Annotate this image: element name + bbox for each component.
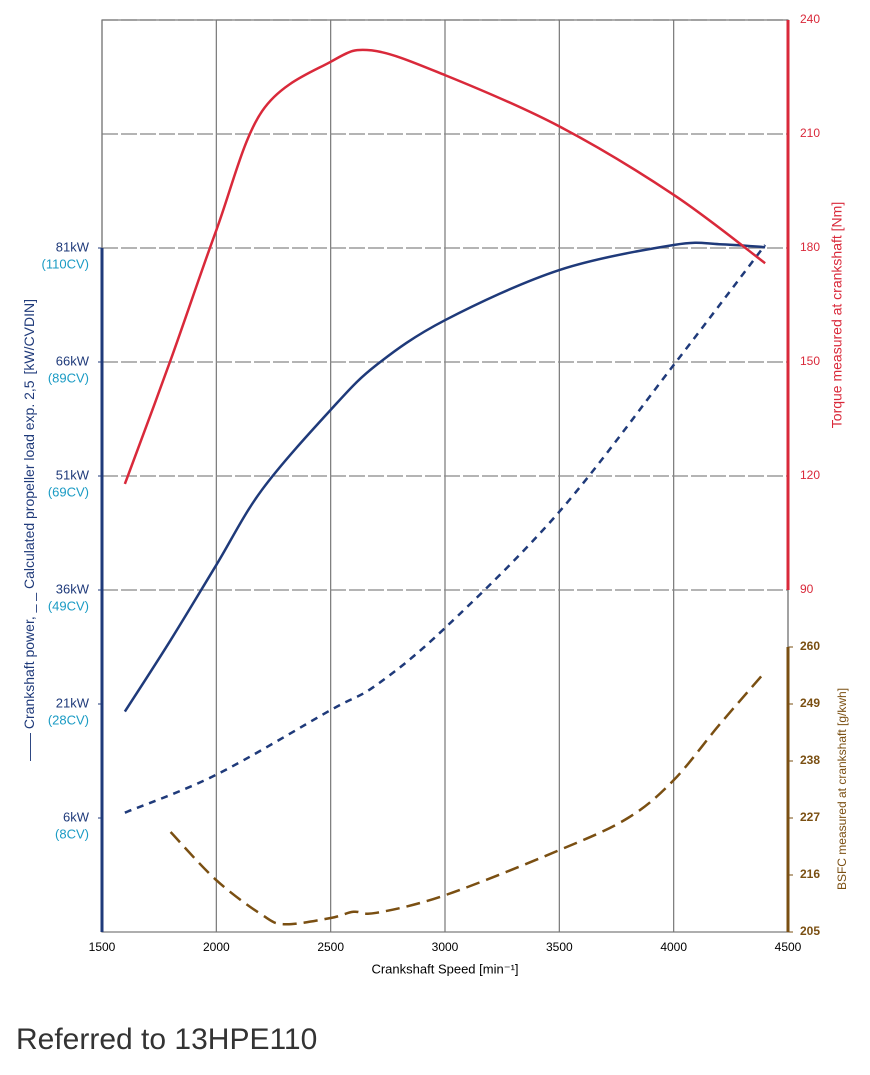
y-tick-cv-label: (28CV) [48, 712, 89, 727]
y-tick-label: 36kW [56, 581, 90, 596]
y-unit: [kW/CVDIN] [21, 299, 37, 374]
y2-tick-label: 90 [800, 582, 814, 596]
x-label: Crankshaft Speed [min⁻¹] [371, 961, 518, 976]
y-label: —— Crankshaft power, _ _ Calculated prop… [21, 299, 37, 761]
y3-tick-label: 227 [800, 810, 820, 824]
y-tick-cv-label: (110CV) [42, 256, 89, 271]
y-tick-label: 66kW [56, 353, 90, 368]
x-tick-label: 2000 [203, 940, 230, 954]
y-tick-cv-label: (69CV) [48, 484, 89, 499]
y-tick-label: 81kW [56, 239, 90, 254]
y2-tick-label: 120 [800, 468, 820, 482]
y3-tick-label: 205 [800, 924, 820, 938]
y-tick-cv-label: (8CV) [55, 826, 89, 841]
y3-tick-label: 238 [800, 753, 820, 767]
y-tick-label: 21kW [56, 695, 90, 710]
x-tick-label: 4000 [660, 940, 687, 954]
y-tick-cv-label: (49CV) [48, 598, 89, 613]
series-line [169, 671, 767, 926]
y3-tick-label: 249 [800, 696, 820, 710]
y2-label: Torque measured at crankshaft [Nm] [829, 202, 845, 428]
x-tick-label: 3000 [432, 940, 459, 954]
x-tick-label: 4500 [775, 940, 802, 954]
y2-tick-label: 150 [800, 354, 820, 368]
x-tick-label: 3500 [546, 940, 573, 954]
footer: Referred to 13HPE110 [16, 1023, 317, 1056]
y-tick-cv-label: (89CV) [48, 370, 89, 385]
series-line [123, 48, 766, 485]
legend-text: Calculated propeller load exp. 2,5 [21, 380, 37, 589]
x-tick-label: 2500 [317, 940, 344, 954]
x-tick-label: 1500 [89, 940, 116, 954]
legend-solid: —— [21, 729, 37, 761]
y3-tick-label: 260 [800, 639, 820, 653]
series-line [124, 244, 767, 814]
y3-label: BSFC measured at crankshaft [g/kwh] [835, 688, 849, 890]
y2-tick-label: 240 [800, 12, 820, 26]
y3-tick-label: 216 [800, 867, 820, 881]
series-line [123, 241, 766, 713]
y2-tick-label: 210 [800, 126, 820, 140]
legend-dash: _ _ [21, 589, 37, 616]
y2-tick-label: 180 [800, 240, 820, 254]
y-tick-label: 51kW [56, 467, 90, 482]
legend-text: Crankshaft power, [21, 616, 37, 729]
y-tick-label: 6kW [63, 809, 90, 824]
